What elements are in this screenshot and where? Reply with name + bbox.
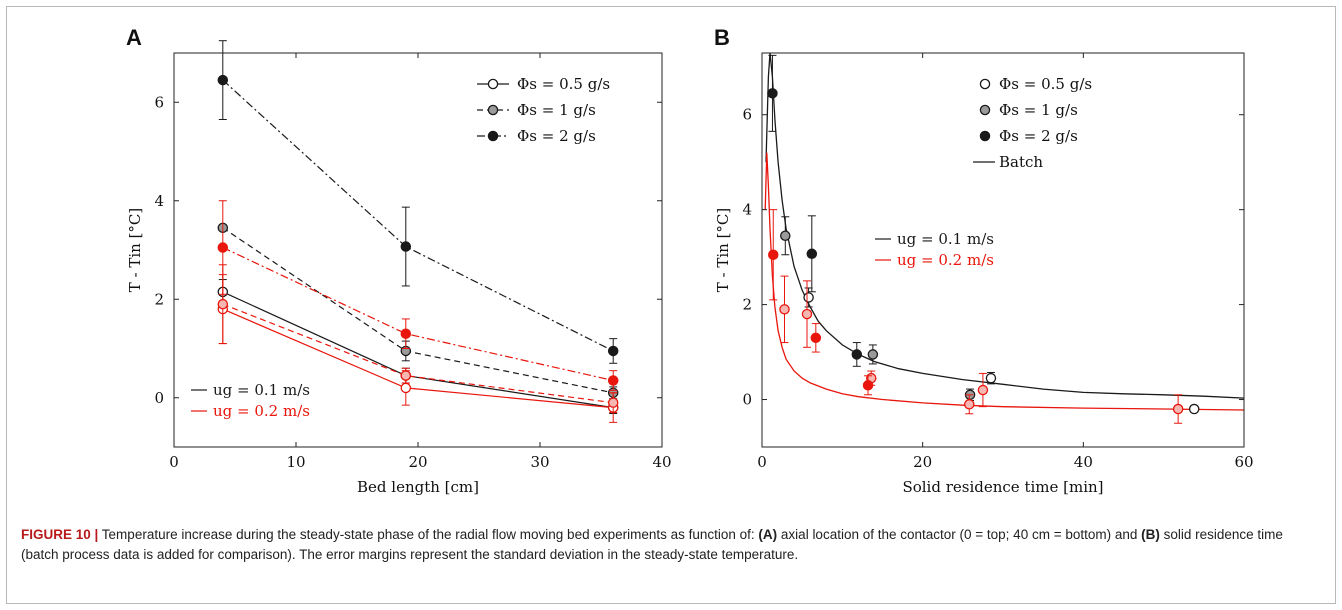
- panel-b-data-point: [780, 230, 791, 242]
- panel-b-legend-marker: [979, 130, 991, 142]
- panel-a-series-line: [222, 303, 614, 404]
- panel-b-x-tick-label: 60: [1234, 453, 1253, 471]
- panel-a-data-point: [217, 242, 229, 253]
- panel-b-legend-marker: [979, 78, 991, 90]
- panel-b-x-tick-label: 0: [757, 453, 767, 471]
- panel-b-y-tick-label: 6: [742, 106, 752, 124]
- panel-a-data-point: [607, 397, 619, 408]
- panel-a-data-point: [400, 328, 412, 339]
- caption-text-1: Temperature increase during the steady-s…: [98, 527, 759, 542]
- panel-b-batch-curve-red: [764, 152, 1244, 411]
- panel-a-data-point: [400, 370, 412, 381]
- panel-a-legend-label: Φs = 1 g/s: [517, 101, 596, 119]
- panel-a-data-point: [217, 298, 229, 310]
- panel-b-data-point: [803, 292, 814, 303]
- panel-b-data-point: [1172, 403, 1184, 415]
- panel-b-data-point: [779, 304, 790, 315]
- panel-a-x-tick-label: 40: [652, 453, 671, 471]
- panel-b-data-point: [767, 88, 778, 99]
- panel-a-legend-label: Φs = 2 g/s: [517, 127, 596, 145]
- panel-a-annotation-red: ug = 0.2 m/s: [213, 402, 310, 420]
- panel-b-data-point: [851, 349, 863, 360]
- panel-b-data-point: [862, 380, 874, 391]
- panel-a-x-axis-label: Bed length [cm]: [357, 478, 479, 496]
- panel-b-y-tick-label: 4: [742, 201, 752, 219]
- panel-a-y-tick-label: 6: [154, 93, 164, 111]
- panel-a-annotation-black: ug = 0.1 m/s: [213, 381, 310, 399]
- panel-b-data-point: [810, 332, 822, 344]
- panel-b-data-point: [806, 248, 818, 260]
- panel-a-x-tick-label: 10: [286, 453, 305, 471]
- caption-text-2: axial location of the contactor (0 = top…: [777, 527, 1142, 542]
- panel-b-data-point: [767, 249, 779, 260]
- panel-b-legend-marker: [979, 104, 991, 116]
- panel-b-data-point: [985, 372, 997, 384]
- panel-a-x-tick-label: 30: [530, 453, 549, 471]
- panel-b-letter: B: [714, 25, 730, 50]
- panel-a-legend-marker: [487, 104, 499, 116]
- panel-b-legend-label: Batch: [999, 153, 1043, 171]
- panel-a-legend-label: Φs = 0.5 g/s: [517, 75, 610, 93]
- panel-b-x-axis-label: Solid residence time [min]: [902, 478, 1103, 496]
- caption-panel-a: (A): [758, 527, 778, 542]
- panel-b-y-tick-label: 0: [742, 391, 752, 409]
- panel-a-x-tick-label: 20: [408, 453, 427, 471]
- panel-b-annotation-red: ug = 0.2 m/s: [897, 251, 994, 269]
- panel-a-data-point: [400, 241, 412, 252]
- panel-a-y-axis-label: T - Tin [°C]: [126, 208, 144, 293]
- panel-b-data-point: [867, 349, 879, 360]
- panel-a-legend-marker: [487, 130, 499, 142]
- panel-a-series-line: [222, 246, 614, 382]
- panel-a-letter: A: [126, 25, 142, 50]
- panel-b-legend-label: Φs = 0.5 g/s: [999, 75, 1092, 93]
- panel-b-x-tick-label: 40: [1074, 453, 1093, 471]
- panel-a-series-line: [222, 79, 614, 352]
- panel-b-data-point: [1188, 403, 1200, 415]
- panel-a-y-tick-label: 2: [154, 290, 164, 308]
- panel-b-legend-label: Φs = 1 g/s: [999, 101, 1078, 119]
- panel-a-data-point: [217, 74, 229, 86]
- panel-b-data-point: [964, 399, 975, 410]
- panel-a-legend-marker: [487, 78, 499, 90]
- panel-a-data-point: [607, 375, 619, 386]
- figure: A 0 10 20 30 40 0 2 4 6 Bed length [cm] T - Tin [°C…: [6, 6, 1336, 604]
- panel-b-data-point: [801, 308, 813, 320]
- panel-b-annotation-black: ug = 0.1 m/s: [897, 230, 994, 248]
- panel-a-x-tick-label: 0: [169, 453, 179, 471]
- panel-a-data-point: [607, 345, 619, 357]
- panel-a-y-tick-label: 0: [154, 389, 164, 407]
- panel-b-legend-label: Φs = 2 g/s: [999, 127, 1078, 145]
- panel-b-x-tick-label: 20: [913, 453, 932, 471]
- panel-a-data-point: [400, 382, 412, 394]
- panel-b-y-tick-label: 2: [742, 296, 752, 314]
- panel-b-batch-curve-black: [765, 53, 1244, 399]
- panel-a-y-tick-label: 4: [154, 192, 164, 210]
- figure-caption: FIGURE 10 | Temperature increase during …: [21, 525, 1321, 565]
- panel-b-axes-frame: [761, 52, 1245, 448]
- caption-panel-b: (B): [1141, 527, 1160, 542]
- caption-text-3: solid residence time (batch process data…: [21, 527, 1283, 562]
- panel-b-data-point: [977, 384, 989, 396]
- caption-label: FIGURE 10 |: [21, 527, 99, 542]
- panel-b-y-axis-label: T - Tin [°C]: [714, 208, 732, 293]
